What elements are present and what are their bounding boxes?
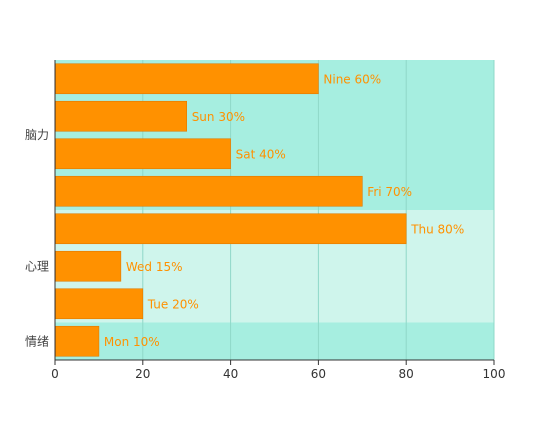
bar-value-label: Sat 40% — [236, 147, 286, 161]
bar-nine — [55, 63, 319, 95]
bar-fri — [55, 175, 363, 207]
y-axis-category-label: 心理 — [25, 259, 49, 273]
group-band-2 — [55, 322, 494, 360]
bar-value-label: Mon 10% — [104, 335, 160, 349]
bar-value-label: Tue 20% — [147, 297, 199, 311]
x-axis-tick-label: 60 — [311, 367, 326, 381]
x-axis-tick-label: 40 — [223, 367, 238, 381]
x-axis-tick-label: 100 — [483, 367, 506, 381]
bar-value-label: Sun 30% — [192, 110, 245, 124]
bars — [55, 63, 407, 357]
bar-value-label: Wed 15% — [126, 260, 183, 274]
x-axis-tick-label: 80 — [399, 367, 414, 381]
y-axis-category-label: 情绪 — [25, 334, 49, 348]
bar-mon — [55, 325, 100, 357]
bar-value-label: Thu 80% — [410, 222, 464, 236]
x-axis-tick-label: 20 — [135, 367, 150, 381]
y-axis-category-label: 脑力 — [25, 128, 49, 142]
bar-value-label: Fri 70% — [367, 185, 412, 199]
bar-value-label: Nine 60% — [323, 72, 381, 86]
bar-thu — [55, 213, 407, 245]
bar-sun — [55, 100, 187, 132]
bar-sat — [55, 138, 231, 170]
bar-wed — [55, 250, 122, 282]
x-axis-tick-label: 0 — [51, 367, 59, 381]
bar-tue — [55, 288, 144, 320]
bar-labels: Nine 60% Sun 30% Sat 40% Fri 70% Thu 80% Wed … — [104, 72, 464, 349]
